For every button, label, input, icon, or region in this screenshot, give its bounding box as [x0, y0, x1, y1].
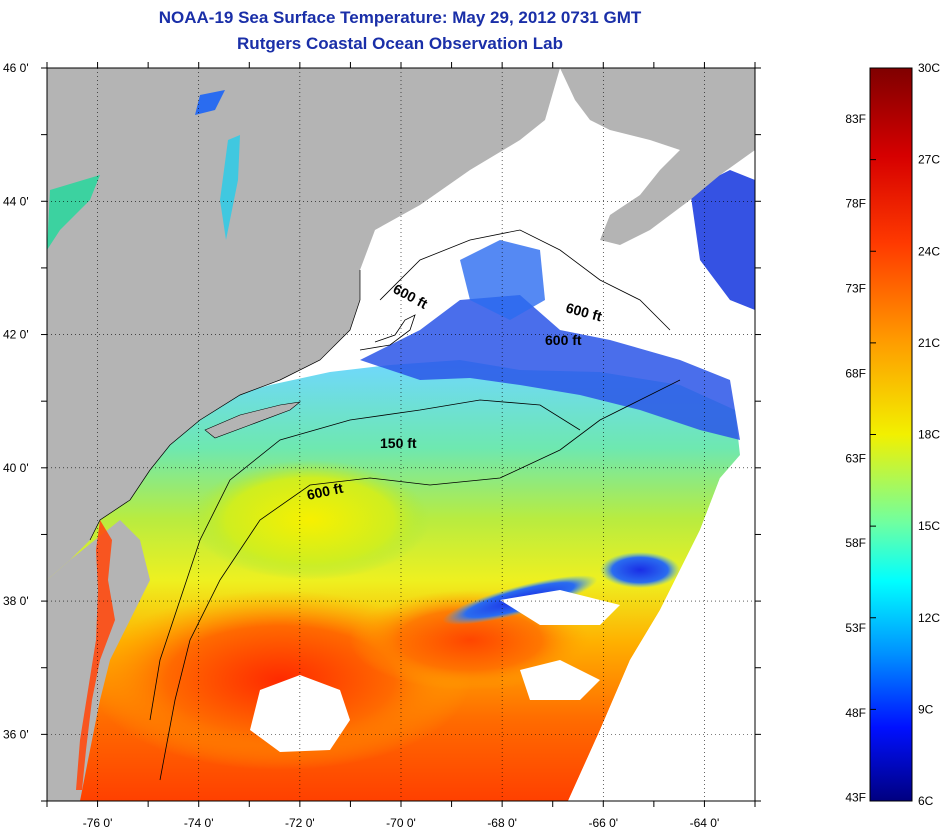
- colorbar-celsius-label: 18C: [918, 428, 940, 442]
- colorbar-fahrenheit-label: 73F: [845, 282, 866, 296]
- cloud-patch-south: [250, 675, 350, 752]
- lake-patch-3: [220, 135, 240, 240]
- lat-tick-label: 42 0': [3, 328, 29, 342]
- cold-eddy: [600, 552, 680, 588]
- colorbar-celsius-label: 30C: [918, 61, 940, 75]
- lat-tick-label: 38 0': [3, 594, 29, 608]
- colorbar-fahrenheit-label: 68F: [845, 366, 866, 380]
- land-maritimes: [560, 68, 755, 245]
- colorbar-fahrenheit-label: 43F: [845, 791, 866, 805]
- contour-label: 600 ft: [305, 480, 344, 503]
- lat-tick-label: 40 0': [3, 461, 29, 475]
- cloud-patch-east: [500, 590, 620, 625]
- colorbar-fahrenheit-labels: 83F 78F 73F 68F 63F 58F 53F 48F 43F: [845, 112, 866, 805]
- lon-tick-label: -74 0': [184, 816, 214, 830]
- contour-label: 600 ft: [545, 332, 582, 348]
- cape-cod: [359, 314, 416, 351]
- colorbar-celsius-label: 15C: [918, 519, 940, 533]
- cold-patch-gulf-of-maine: [460, 240, 545, 320]
- lat-tick-label: 44 0': [3, 194, 29, 208]
- cloud-patch-mid: [520, 660, 600, 700]
- lon-tick-label: -72 0': [285, 816, 315, 830]
- lake-patch-2: [195, 90, 225, 115]
- temperature-colorbar: [869, 67, 913, 802]
- colorbar-celsius-label: 12C: [918, 611, 940, 625]
- colorbar-fahrenheit-label: 53F: [845, 621, 866, 635]
- warm-shelf-pool: [190, 460, 430, 580]
- colorbar-celsius-label: 24C: [918, 244, 940, 258]
- contour-600ft-gulf-of-maine: [379, 229, 671, 331]
- chesapeake-bay: [76, 520, 115, 790]
- longitude-labels: -76 0' -74 0' -72 0' -70 0' -68 0' -66 0' -64 …: [83, 816, 720, 830]
- lon-tick-label: -76 0': [83, 816, 113, 830]
- cold-shelf-water: [360, 295, 740, 440]
- map-layers: [47, 68, 755, 801]
- colorbar-fahrenheit-label: 48F: [845, 706, 866, 720]
- contour-label: 150 ft: [380, 435, 417, 451]
- colorbar-fahrenheit-label: 83F: [845, 112, 866, 126]
- lon-tick-label: -64 0': [690, 816, 720, 830]
- colorbar-fahrenheit-label: 63F: [845, 451, 866, 465]
- lon-tick-label: -68 0': [487, 816, 517, 830]
- lat-tick-label: 46 0': [3, 61, 29, 75]
- lake-patch-1: [47, 175, 100, 250]
- land-mass: [47, 68, 560, 580]
- lat-tick-label: 36 0': [3, 727, 29, 741]
- map-title: NOAA-19 Sea Surface Temperature: May 29,…: [158, 8, 642, 27]
- colorbar-fahrenheit-label: 78F: [845, 197, 866, 211]
- contour-600ft-shelf-break: [159, 379, 681, 781]
- cold-patch-east: [690, 170, 755, 310]
- contour-150ft: [149, 399, 581, 721]
- colorbar-celsius-label: 9C: [918, 702, 934, 716]
- lon-tick-label: -66 0': [588, 816, 618, 830]
- colorbar-celsius-label: 21C: [918, 336, 940, 350]
- long-island: [204, 401, 302, 439]
- colorbar-celsius-labels: 30C 27C 24C 21C 18C 15C 12C 9C 6C: [870, 61, 940, 808]
- coastline: [89, 270, 361, 541]
- colorbar-celsius-label: 27C: [918, 153, 940, 167]
- lon-tick-label: -70 0': [386, 816, 416, 830]
- map-gridlines: [41, 62, 761, 807]
- colorbar-celsius-label: 6C: [918, 794, 934, 808]
- swath-edge-nodata: [568, 478, 755, 801]
- map-subtitle: Rutgers Coastal Ocean Observation Lab: [237, 34, 563, 53]
- latitude-labels: 46 0' 44 0' 42 0' 40 0' 38 0' 36 0': [3, 61, 29, 741]
- colorbar-fahrenheit-label: 58F: [845, 536, 866, 550]
